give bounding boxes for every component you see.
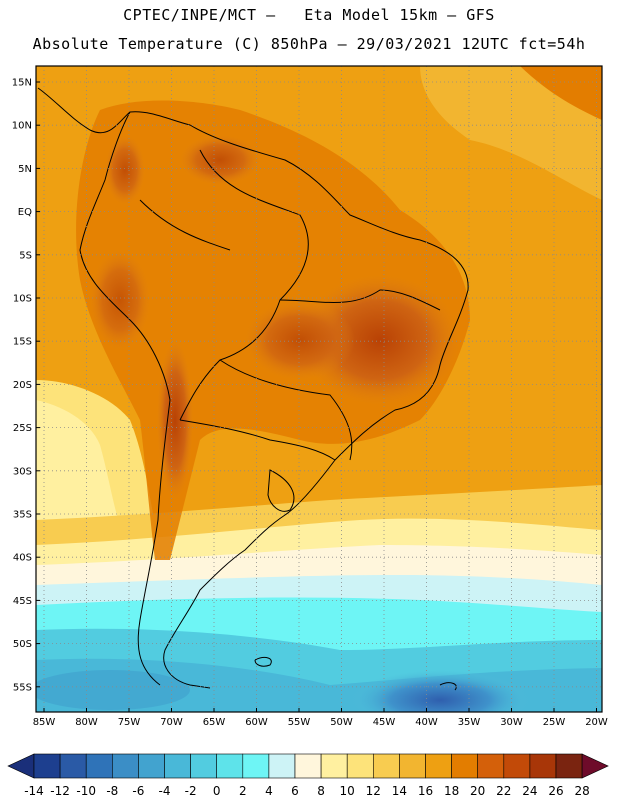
colorbar-swatch	[320, 753, 348, 779]
colorbar-swatch	[59, 753, 87, 779]
latitude-axis: 15N 10N 5N EQ 5S 10S 15S 20S 25S 30S 35S 40S 45S 50S 5…	[12, 78, 40, 693]
lon-label: 75W	[118, 717, 141, 728]
lon-label: 40W	[415, 717, 438, 728]
colorbar-label: 16	[418, 784, 433, 798]
colorbar-label: 22	[496, 784, 511, 798]
colorbar-swatch	[242, 753, 270, 779]
colorbar-label: -6	[132, 784, 144, 798]
colorbar-label: 12	[366, 784, 381, 798]
colorbar-swatch	[138, 753, 165, 779]
lat-label: 5N	[18, 164, 32, 175]
colorbar-label: 20	[470, 784, 485, 798]
colorbar-label: 18	[444, 784, 459, 798]
colorbar-label: 24	[522, 784, 537, 798]
lat-label: 45S	[13, 596, 32, 607]
lon-label: 20W	[585, 717, 608, 728]
colorbar-swatch	[529, 753, 557, 779]
colorbar-swatch	[190, 753, 218, 779]
lat-label: 55S	[13, 682, 32, 693]
colorbar-label: -12	[50, 784, 70, 798]
colorbar-min-arrow	[7, 753, 35, 779]
lon-label: 35W	[458, 717, 481, 728]
colorbar-swatch	[112, 753, 139, 779]
map-title-line1: CPTEC/INPE/MCT – Eta Model 15km – GFS	[123, 6, 495, 24]
longitude-axis: 85W 80W 75W 70W 65W 60W 55W 50W 45W 40W 35W 30W 25W 2…	[33, 708, 608, 728]
colorbar-swatch	[164, 753, 191, 779]
lon-label: 85W	[33, 717, 56, 728]
lon-label: 45W	[373, 717, 396, 728]
lat-label: EQ	[18, 207, 32, 218]
colorbar-label: 6	[291, 784, 299, 798]
colorbar-label: -10	[76, 784, 96, 798]
colorbar-swatch	[425, 753, 452, 779]
lon-label: 25W	[543, 717, 566, 728]
colorbar-label: 28	[574, 784, 589, 798]
colorbar-swatch	[451, 753, 479, 779]
colorbar-swatch	[33, 753, 61, 779]
lat-label: 5S	[19, 250, 32, 261]
lat-label: 15S	[13, 337, 32, 348]
colorbar-swatch	[555, 753, 583, 779]
temperature-colorbar: -14 -12 -10 -8 -6 -4 -2 0 2 4 6 8 10 12 14 16 18 20 22 24 26…	[7, 753, 609, 798]
colorbar-label: 26	[548, 784, 563, 798]
lon-label: 60W	[245, 717, 268, 728]
lat-label: 35S	[13, 510, 32, 521]
colorbar-label: -4	[159, 784, 171, 798]
lat-label: 10S	[13, 294, 32, 305]
lon-label: 65W	[203, 717, 226, 728]
lat-label: 10N	[12, 121, 32, 132]
colorbar-label: 2	[239, 784, 247, 798]
colorbar-label: 4	[265, 784, 273, 798]
colorbar-label: 0	[213, 784, 221, 798]
map-frame	[35, 65, 603, 713]
colorbar-swatch	[216, 753, 244, 779]
lat-label: 15N	[12, 78, 32, 89]
colorbar-label: 10	[340, 784, 355, 798]
colorbar-label: -2	[185, 784, 197, 798]
map-title-line2: Absolute Temperature (C) 850hPa – 29/03/…	[32, 35, 586, 53]
lon-label: 30W	[500, 717, 523, 728]
colorbar-label: 8	[317, 784, 325, 798]
lon-label: 70W	[160, 717, 183, 728]
temperature-field	[36, 66, 602, 712]
lat-label: 40S	[13, 553, 32, 564]
colorbar-swatch	[346, 753, 374, 779]
lon-label: 80W	[75, 717, 98, 728]
colorbar-label: -8	[106, 784, 118, 798]
lon-label: 50W	[330, 717, 353, 728]
colorbar-swatch	[268, 753, 296, 779]
colorbar-swatch	[399, 753, 426, 779]
lat-label: 20S	[13, 380, 32, 391]
colorbar-max-arrow	[581, 753, 609, 779]
lat-label: 50S	[13, 639, 32, 650]
lon-label: 55W	[288, 717, 311, 728]
colorbar-swatch	[85, 753, 113, 779]
colorbar-swatch	[294, 753, 322, 779]
colorbar-label: 14	[392, 784, 407, 798]
colorbar-swatch	[503, 753, 531, 779]
lat-label: 25S	[13, 423, 32, 434]
colorbar-swatch	[477, 753, 505, 779]
colorbar-label: -14	[24, 784, 44, 798]
coastline	[37, 87, 469, 691]
colorbar-swatch	[372, 753, 400, 779]
lat-label: 30S	[13, 466, 32, 477]
